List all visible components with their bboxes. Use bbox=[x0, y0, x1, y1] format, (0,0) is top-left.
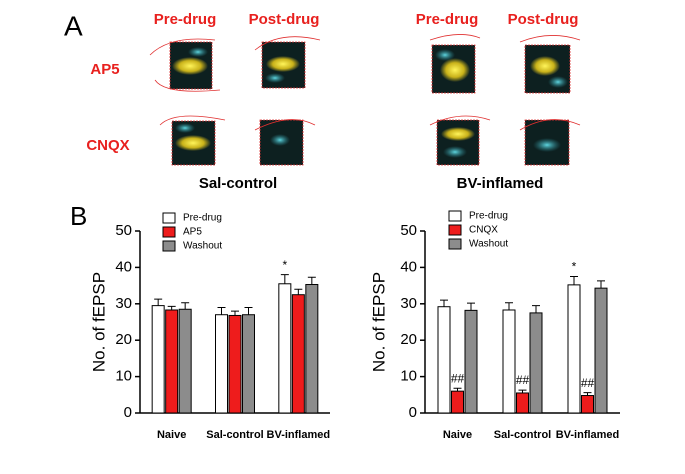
group-label: Sal-control bbox=[199, 175, 277, 192]
annotation: * bbox=[282, 258, 287, 272]
bar bbox=[228, 314, 242, 414]
panel-label: B bbox=[70, 201, 87, 231]
bar bbox=[594, 287, 608, 414]
legend-label: Pre-drug bbox=[183, 213, 222, 224]
legend-swatch bbox=[448, 210, 462, 222]
error-bar bbox=[244, 306, 253, 315]
y-tick-label: 30 bbox=[115, 295, 132, 312]
error-bar bbox=[280, 274, 289, 284]
y-tick-label: 50 bbox=[400, 222, 417, 239]
y-tick-label: 0 bbox=[124, 404, 132, 421]
legend-label: Washout bbox=[183, 241, 222, 252]
group-label: BV-inflamed bbox=[457, 175, 544, 192]
y-tick-label: 20 bbox=[400, 331, 417, 348]
y-axis-label: No. of fEPSP bbox=[89, 272, 108, 372]
error-bar bbox=[597, 280, 605, 289]
column-label: Pre-drug bbox=[416, 11, 479, 28]
error-bar bbox=[181, 302, 190, 310]
x-tick-label: Naive bbox=[157, 429, 186, 441]
bar bbox=[305, 284, 319, 414]
bar bbox=[178, 308, 192, 414]
error-bar bbox=[154, 298, 163, 306]
error-bar bbox=[294, 288, 303, 295]
x-tick-label: Naive bbox=[443, 429, 472, 441]
bar bbox=[242, 314, 255, 414]
annotation: ## bbox=[516, 373, 530, 387]
y-tick-label: 30 bbox=[400, 295, 417, 312]
annotation: ## bbox=[451, 371, 465, 385]
y-tick-label: 0 bbox=[409, 404, 417, 421]
bar bbox=[291, 294, 305, 414]
column-label: Post-drug bbox=[508, 11, 579, 28]
bar bbox=[464, 309, 478, 414]
bar bbox=[451, 390, 464, 414]
error-bar bbox=[570, 276, 578, 285]
legend-swatch bbox=[448, 224, 462, 236]
bar bbox=[567, 284, 581, 414]
error-bar bbox=[583, 392, 592, 396]
bar bbox=[502, 309, 516, 414]
error-bar bbox=[167, 305, 176, 310]
annotation: ## bbox=[581, 376, 595, 390]
x-tick-label: BV-inflamed bbox=[267, 429, 331, 441]
legend-label: Pre-drug bbox=[469, 211, 508, 222]
row-label: AP5 bbox=[90, 61, 119, 78]
y-tick-label: 40 bbox=[115, 258, 132, 275]
column-label: Pre-drug bbox=[154, 11, 217, 28]
row-label: CNQX bbox=[86, 137, 129, 154]
legend-swatch bbox=[162, 226, 176, 238]
bar bbox=[278, 283, 292, 414]
error-bar bbox=[453, 387, 462, 392]
bar bbox=[529, 312, 543, 414]
error-bar bbox=[231, 310, 239, 316]
legend-label: AP5 bbox=[183, 227, 202, 238]
legend-swatch bbox=[162, 240, 176, 252]
x-tick-label: Sal-control bbox=[494, 429, 551, 441]
y-tick-label: 10 bbox=[115, 368, 132, 385]
y-tick-label: 50 bbox=[115, 222, 132, 239]
bar bbox=[581, 395, 594, 414]
y-axis-label: No. of fEPSP bbox=[369, 272, 388, 372]
legend-swatch bbox=[448, 238, 462, 250]
x-tick-label: Sal-control bbox=[206, 429, 263, 441]
bar bbox=[165, 309, 179, 414]
recording-images bbox=[149, 34, 581, 166]
error-bar bbox=[505, 302, 513, 310]
column-label: Post-drug bbox=[249, 11, 320, 28]
error-bar bbox=[440, 299, 448, 307]
y-tick-label: 10 bbox=[400, 368, 417, 385]
bar bbox=[215, 314, 228, 414]
error-bar bbox=[217, 306, 226, 315]
error-bar bbox=[467, 302, 475, 311]
error-bar bbox=[532, 305, 540, 313]
error-bar bbox=[518, 389, 527, 393]
bar bbox=[516, 392, 529, 414]
legend-label: Washout bbox=[469, 239, 508, 250]
error-bar bbox=[307, 276, 316, 285]
bar bbox=[151, 305, 165, 414]
x-tick-label: BV-inflamed bbox=[556, 429, 620, 441]
annotation: * bbox=[572, 260, 577, 274]
panel-label: A bbox=[64, 10, 83, 41]
y-tick-label: 20 bbox=[115, 331, 132, 348]
legend-label: CNQX bbox=[469, 225, 498, 236]
bar bbox=[437, 306, 451, 414]
y-tick-label: 40 bbox=[400, 258, 417, 275]
legend-swatch bbox=[162, 212, 176, 224]
